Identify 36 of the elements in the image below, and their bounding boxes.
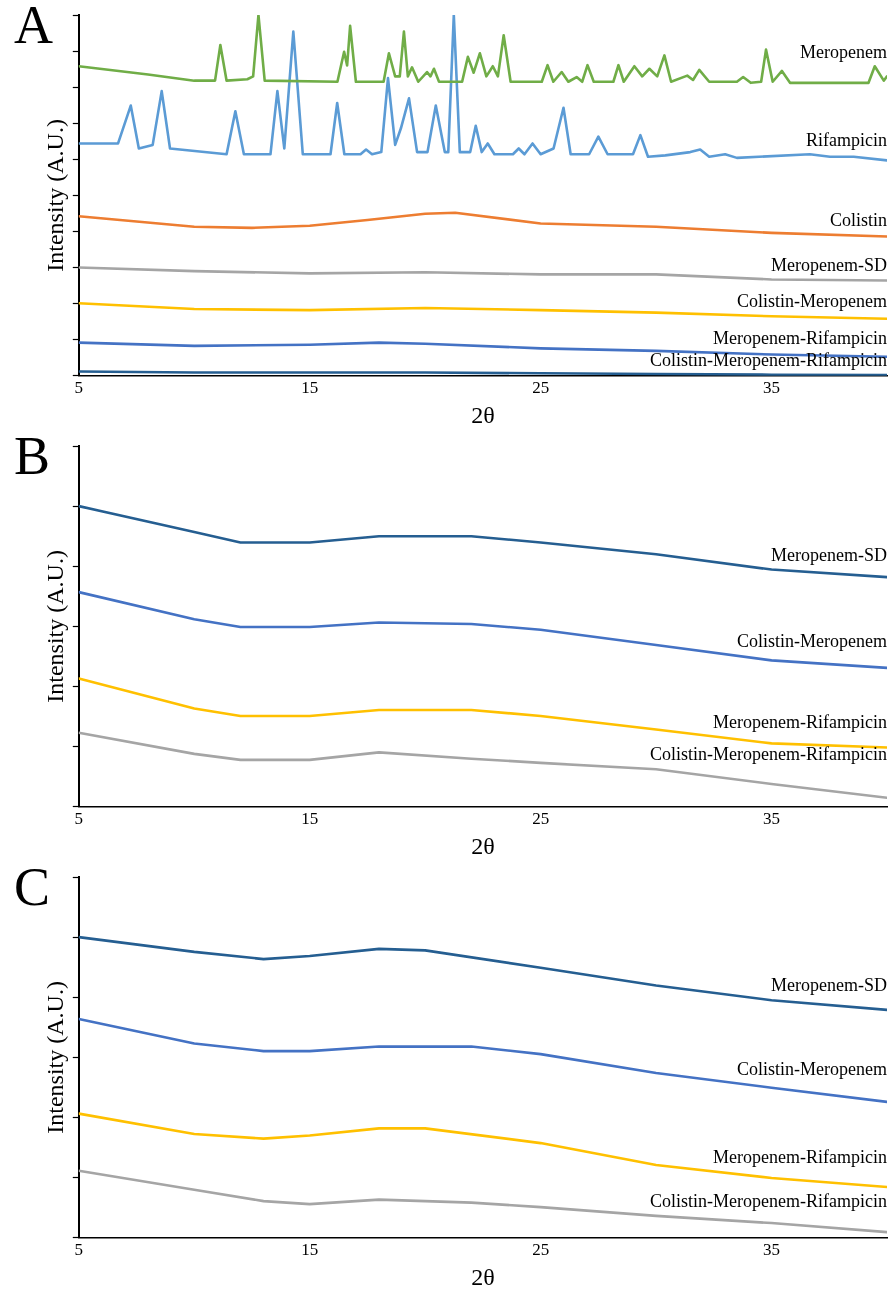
series-label: Colistin-Meropenem-Rifampicin — [650, 1190, 887, 1211]
x-tick-label: 25 — [532, 1240, 550, 1260]
y-axis-title: Intensity (A.U.) — [41, 119, 68, 272]
chart-title: A — [14, 0, 53, 56]
x-tick-label: 15 — [301, 809, 319, 829]
series-label: Meropenem — [800, 41, 887, 62]
x-tick-label: 35 — [763, 809, 781, 829]
x-tick-label: 35 — [763, 1240, 781, 1260]
x-tick-label: 35 — [763, 378, 781, 398]
x-tick-label: 15 — [301, 1240, 319, 1260]
x-axis-title: 2θ — [471, 1263, 495, 1290]
y-axis-title: Intensity (A.U.) — [41, 981, 68, 1134]
series-label: Colistin-Meropenem — [737, 290, 887, 311]
series-label: Meropenem-Rifampicin — [713, 328, 887, 349]
x-tick-label: 25 — [532, 809, 550, 829]
series-label: Meropenem-SD — [771, 975, 887, 996]
y-axis-title: Intensity (A.U.) — [41, 550, 68, 703]
series-label: Colistin-Meropenem-Rifampicin — [650, 744, 887, 765]
series-label: Colistin-Meropenem — [737, 630, 887, 651]
x-axis-title: 2θ — [471, 832, 495, 859]
series-label: Colistin-Meropenem-Rifampicin — [650, 349, 887, 370]
x-axis-title: 2θ — [471, 401, 495, 428]
x-tick-label: 15 — [301, 378, 319, 398]
x-tick-label: 5 — [74, 1240, 84, 1260]
chart-title: C — [14, 857, 51, 918]
x-tick-label: 5 — [74, 378, 84, 398]
x-tick-label: 25 — [532, 378, 550, 398]
x-tick-label: 5 — [74, 809, 84, 829]
series-label: Meropenem-SD — [771, 255, 887, 275]
series-label: Colistin — [829, 210, 887, 231]
series-label: Colistin-Meropenem — [737, 1058, 887, 1079]
series-label: Rifampicin — [806, 130, 887, 150]
series-label: Meropenem-Rifampicin — [713, 1146, 887, 1167]
chart-title: B — [14, 426, 51, 487]
series-label: Meropenem-Rifampicin — [713, 711, 887, 732]
series-label: Meropenem-SD — [771, 544, 887, 565]
